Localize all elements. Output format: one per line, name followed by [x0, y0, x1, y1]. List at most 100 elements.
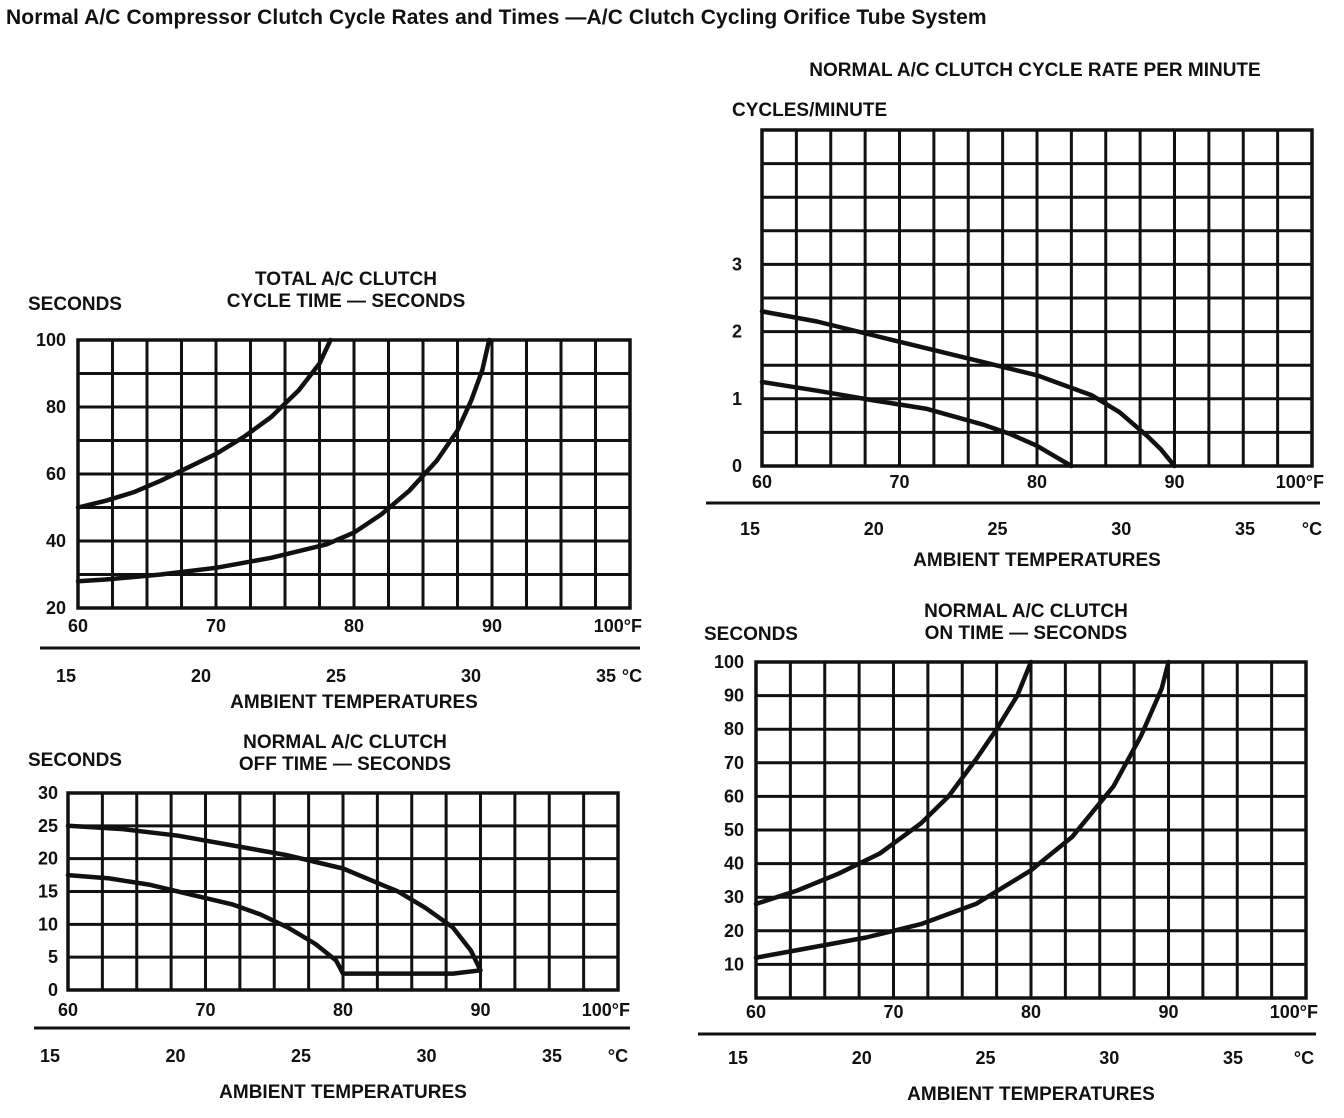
c-tick-label: 35 [596, 666, 616, 686]
y-tick-label: 100 [714, 652, 744, 672]
series-line-2 [65, 872, 346, 976]
y-tick-label: 20 [38, 849, 58, 869]
celsius-unit-label: °C [608, 1046, 628, 1066]
x-tick-label: 80 [1027, 472, 1047, 492]
x-tick-label: 80 [344, 616, 364, 636]
c-tick-label: 25 [987, 519, 1007, 539]
c-tick-label: 20 [191, 666, 211, 686]
y-tick-label: 60 [46, 464, 66, 484]
chart-title-line: TOTAL A/C CLUTCH [255, 269, 437, 290]
y-tick-label: 80 [724, 719, 744, 739]
x-tick-label: 60 [68, 616, 88, 636]
c-tick-label: 25 [326, 666, 346, 686]
y-tick-label: 70 [724, 753, 744, 773]
series-line-1 [75, 337, 333, 510]
c-tick-label: 25 [291, 1046, 311, 1066]
celsius-unit-label: °C [1294, 1048, 1314, 1068]
series-line-1 [65, 823, 483, 976]
y-tick-label: 20 [724, 921, 744, 941]
chart-title-line: CYCLE TIME — SECONDS [227, 291, 466, 312]
x-tick-label: 70 [883, 1002, 903, 1022]
y-tick-label: 60 [724, 786, 744, 806]
c-tick-label: 30 [1099, 1048, 1119, 1068]
y-axis-label: SECONDS [704, 624, 798, 645]
y-tick-label: 15 [38, 882, 58, 902]
chart-cycle-rate: NORMAL A/C CLUTCH CYCLE RATE PER MINUTE C… [706, 60, 1324, 571]
chart-title-line: NORMAL A/C CLUTCH [924, 601, 1128, 622]
y-tick-label: 10 [724, 954, 744, 974]
y-tick-label: 40 [46, 531, 66, 551]
c-tick-label: 35 [542, 1046, 562, 1066]
y-tick-label: 90 [724, 686, 744, 706]
x-tick-label: 90 [470, 1000, 490, 1020]
chart-title-line: ON TIME — SECONDS [925, 623, 1128, 644]
plot-frame [76, 338, 632, 610]
y-tick-label: 25 [38, 816, 58, 836]
celsius-unit-label: °C [1302, 519, 1322, 539]
c-tick-label: 25 [975, 1048, 995, 1068]
y-axis-label: SECONDS [28, 294, 122, 315]
y-tick-label: 30 [724, 887, 744, 907]
chart-title-line: NORMAL A/C CLUTCH CYCLE RATE PER MINUTE [809, 60, 1260, 81]
c-tick-label: 35 [1235, 519, 1255, 539]
x-axis-label: AMBIENT TEMPERATURES [907, 1084, 1155, 1105]
y-tick-label: 1 [732, 389, 742, 409]
y-tick-label: 0 [48, 980, 58, 1000]
x-tick-label: 60 [746, 1002, 766, 1022]
y-tick-label: 5 [48, 947, 58, 967]
series-line-1 [759, 309, 1177, 469]
x-tick-label: 100°F [594, 616, 642, 636]
plot-frame [760, 128, 1314, 468]
x-tick-label: 70 [889, 472, 909, 492]
series-line-2 [753, 659, 1171, 960]
c-tick-label: 20 [852, 1048, 872, 1068]
x-tick-label: 70 [206, 616, 226, 636]
plot-frame [66, 791, 620, 992]
y-tick-label: 0 [732, 456, 742, 476]
y-tick-label: 80 [46, 397, 66, 417]
x-axis-label: AMBIENT TEMPERATURES [219, 1082, 467, 1103]
x-tick-label: 100°F [1276, 472, 1324, 492]
x-axis-label: AMBIENT TEMPERATURES [230, 692, 478, 713]
y-tick-label: 3 [732, 254, 742, 274]
series-line-2 [759, 379, 1074, 469]
x-axis-label: AMBIENT TEMPERATURES [913, 550, 1161, 571]
y-tick-label: 20 [46, 598, 66, 618]
y-tick-label: 30 [38, 783, 58, 803]
chart-title-line: OFF TIME — SECONDS [239, 754, 451, 775]
c-tick-label: 30 [1111, 519, 1131, 539]
page-title: Normal A/C Compressor Clutch Cycle Rates… [6, 6, 987, 29]
y-tick-label: 10 [38, 914, 58, 934]
c-tick-label: 35 [1223, 1048, 1243, 1068]
y-tick-label: 2 [732, 322, 742, 342]
c-tick-label: 15 [728, 1048, 748, 1068]
x-tick-label: 60 [58, 1000, 78, 1020]
x-tick-label: 70 [195, 1000, 215, 1020]
x-tick-label: 80 [333, 1000, 353, 1020]
c-tick-label: 20 [864, 519, 884, 539]
series-line-2 [75, 337, 492, 584]
chart-title-line: NORMAL A/C CLUTCH [243, 732, 447, 753]
y-axis-label: CYCLES/MINUTE [732, 100, 887, 121]
x-tick-label: 90 [1158, 1002, 1178, 1022]
series-line-1 [753, 659, 1034, 907]
c-tick-label: 15 [56, 666, 76, 686]
c-tick-label: 15 [740, 519, 760, 539]
c-tick-label: 20 [165, 1046, 185, 1066]
x-tick-label: 100°F [582, 1000, 630, 1020]
c-tick-label: 15 [40, 1046, 60, 1066]
y-axis-label: SECONDS [28, 750, 122, 771]
y-tick-label: 100 [36, 330, 66, 350]
y-tick-label: 50 [724, 820, 744, 840]
c-tick-label: 30 [461, 666, 481, 686]
x-tick-label: 80 [1021, 1002, 1041, 1022]
y-tick-label: 40 [724, 854, 744, 874]
x-tick-label: 60 [752, 472, 772, 492]
c-tick-label: 30 [416, 1046, 436, 1066]
celsius-unit-label: °C [622, 666, 642, 686]
x-tick-label: 90 [1164, 472, 1184, 492]
